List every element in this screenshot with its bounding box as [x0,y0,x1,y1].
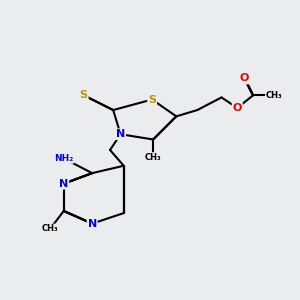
Text: O: O [232,103,242,113]
Text: NH₂: NH₂ [54,154,74,163]
Text: S: S [148,94,156,104]
Text: O: O [240,74,249,83]
Text: N: N [88,219,97,229]
Text: N: N [59,179,68,189]
Text: CH₃: CH₃ [145,153,161,162]
Text: CH₃: CH₃ [266,91,282,100]
Text: CH₃: CH₃ [42,224,58,233]
Text: N: N [116,129,125,139]
Text: S: S [80,90,88,100]
